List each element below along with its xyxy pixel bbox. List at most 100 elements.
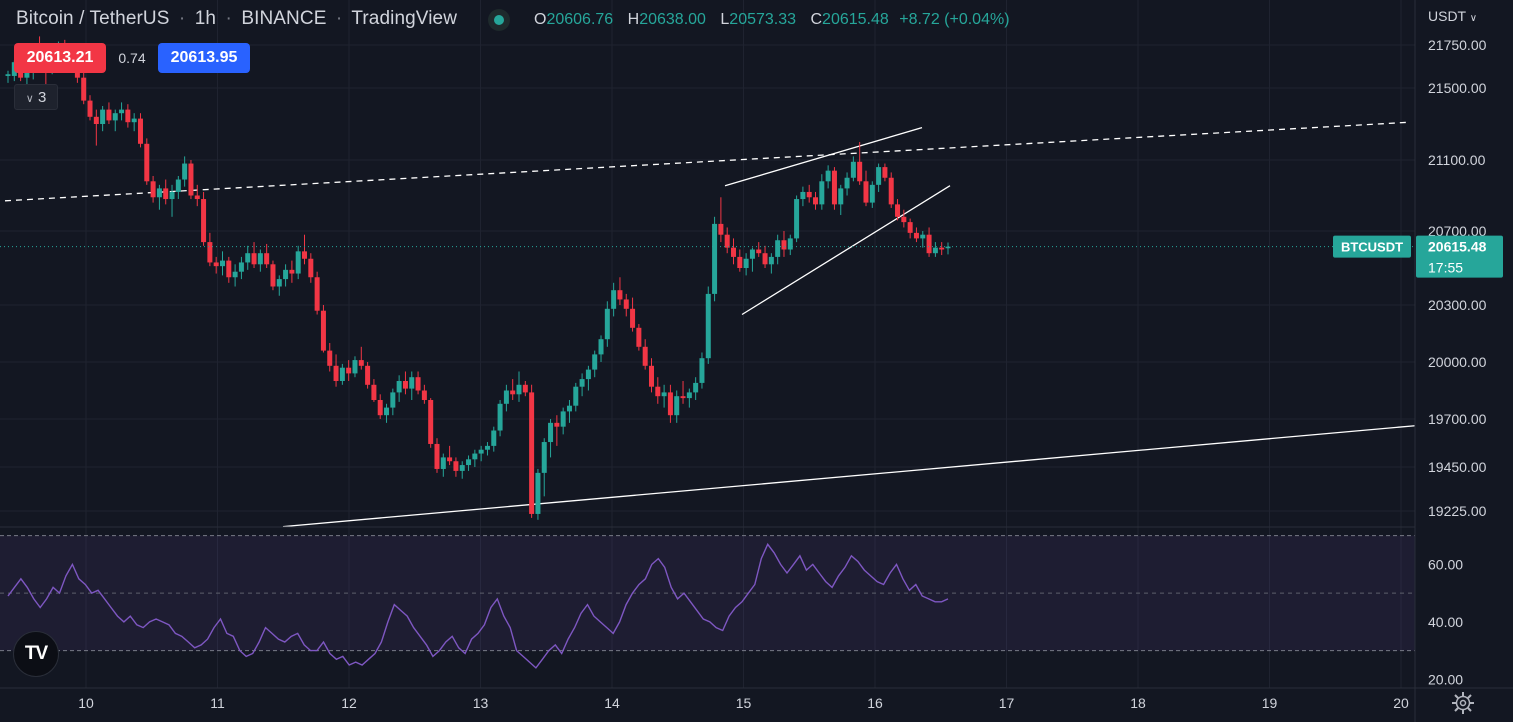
candle[interactable] [882,163,888,182]
candle[interactable] [491,426,497,452]
candle[interactable] [863,170,869,207]
candle[interactable] [207,232,213,267]
candle[interactable] [453,457,459,477]
time-axis[interactable]: 10 11 12 13 14 15 16 17 18 19 20 [78,695,1409,711]
candle[interactable] [232,264,238,287]
candle[interactable] [926,227,932,257]
candle[interactable] [630,297,636,332]
candle[interactable] [251,242,257,268]
indicators-toggle-button[interactable]: ∨ 3 [14,84,58,110]
candle[interactable] [939,242,945,256]
candle[interactable] [680,381,686,404]
candle[interactable] [308,253,314,283]
candle[interactable] [869,181,875,208]
currency-dropdown[interactable]: USDT ∨ [1428,8,1477,24]
candle[interactable] [314,271,320,315]
candle[interactable] [535,468,541,520]
candle[interactable] [522,381,528,397]
candle[interactable] [447,445,453,466]
candle[interactable] [213,256,219,274]
candle[interactable] [585,365,591,391]
candle[interactable] [781,231,787,257]
candle[interactable] [945,242,951,255]
candle[interactable] [548,419,554,458]
candle[interactable] [194,184,200,207]
candle[interactable] [667,384,673,423]
candle[interactable] [787,234,793,256]
symbol-name[interactable]: Bitcoin / TetherUS [16,8,170,29]
candle[interactable] [844,172,850,196]
candle[interactable] [756,242,762,257]
candle[interactable] [175,175,181,200]
candle[interactable] [106,102,112,124]
price-axis[interactable]: 21750.00 21500.00 21100.00 20700.00 20300.00… [1428,37,1487,519]
candle[interactable] [857,142,863,185]
candle[interactable] [913,227,919,243]
interval-label[interactable]: 1h [194,8,217,29]
candle[interactable] [472,449,478,467]
candle[interactable] [339,363,345,385]
candle[interactable] [497,400,503,437]
candle[interactable] [617,277,623,305]
candle[interactable] [466,455,472,471]
candle[interactable] [749,247,755,272]
candle[interactable] [529,384,535,518]
candle[interactable] [895,199,901,221]
candle[interactable] [806,184,812,203]
candle[interactable] [825,165,831,189]
candle[interactable] [642,339,648,370]
candle[interactable] [409,371,415,401]
candle[interactable] [131,113,137,132]
candle[interactable] [762,245,768,268]
candle[interactable] [819,174,825,210]
candle[interactable] [346,360,352,381]
candle[interactable] [137,113,143,148]
candle[interactable] [377,394,383,419]
candle[interactable] [598,335,604,362]
candle[interactable] [932,242,938,257]
candle[interactable] [850,156,856,182]
candle[interactable] [794,195,800,243]
candle[interactable] [302,234,308,265]
candle[interactable] [661,384,667,408]
candle[interactable] [907,218,913,239]
candle[interactable] [150,175,156,203]
candle[interactable] [390,388,396,416]
candle[interactable] [510,379,516,400]
candle[interactable] [718,197,724,243]
rsi-axis[interactable]: 60.00 40.00 20.00 [1428,556,1463,687]
candle[interactable] [705,286,711,364]
candle[interactable] [415,371,421,395]
candle[interactable] [169,184,175,217]
candle[interactable] [257,249,263,272]
candle[interactable] [119,102,125,121]
candle[interactable] [5,70,11,83]
gear-icon[interactable] [1450,690,1476,716]
candle[interactable] [724,227,730,254]
candle[interactable] [434,438,440,473]
candle[interactable] [100,106,106,132]
candle[interactable] [238,256,244,280]
candle[interactable] [371,379,377,402]
candle[interactable] [283,264,289,287]
candle[interactable] [813,191,819,210]
candle[interactable] [276,275,282,296]
candle[interactable] [888,172,894,208]
candle[interactable] [636,324,642,351]
candle[interactable] [201,191,207,246]
candle[interactable] [270,260,276,291]
candle[interactable] [163,179,169,205]
candle[interactable] [876,163,882,192]
channel-upper-line[interactable] [724,126,923,187]
candle[interactable] [686,388,692,408]
candle[interactable] [245,245,251,270]
sell-button[interactable]: 20613.21 [14,43,106,73]
candle[interactable] [428,398,434,448]
candle[interactable] [81,69,87,105]
candle[interactable] [125,104,131,128]
candle[interactable] [901,209,907,228]
candle[interactable] [327,343,333,372]
candles[interactable] [5,36,951,520]
candle[interactable] [541,438,547,497]
candle[interactable] [352,356,358,378]
